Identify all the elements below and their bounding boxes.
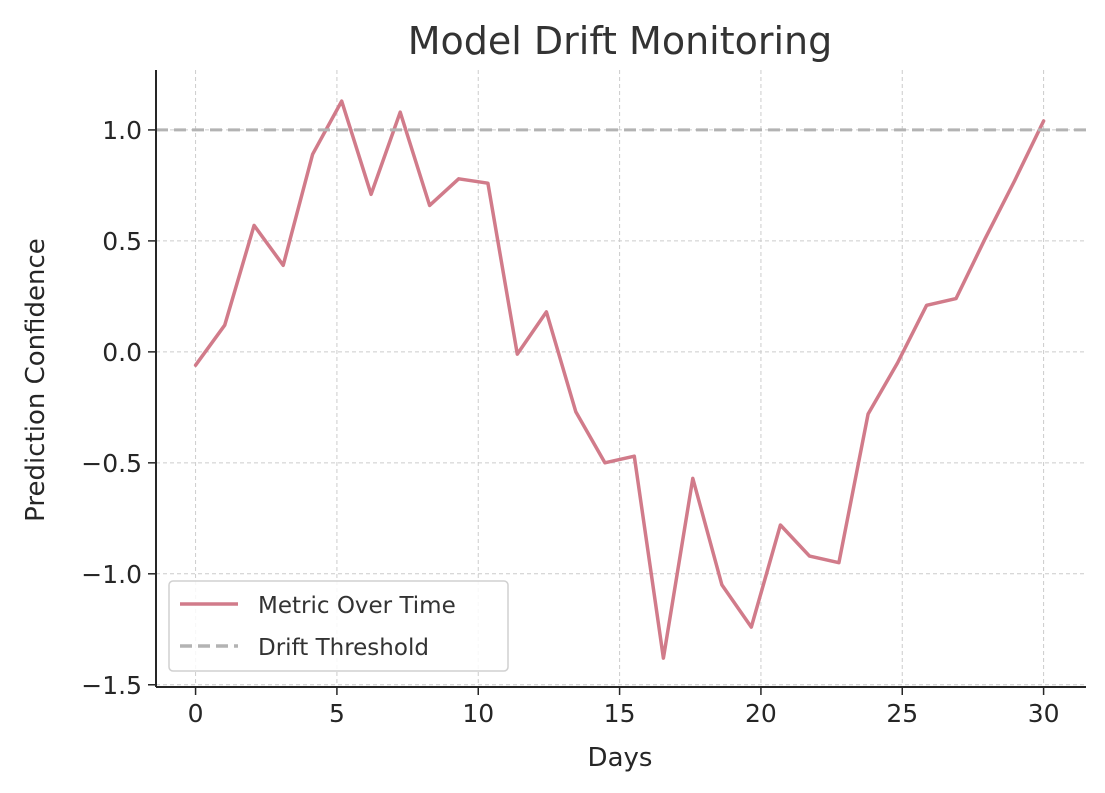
axes <box>155 70 1086 688</box>
legend: Metric Over Time Drift Threshold <box>168 580 509 672</box>
y-tick-label: −1.0 <box>81 560 142 589</box>
x-tick-label: 25 <box>886 699 918 728</box>
y-axis-label: Prediction Confidence <box>21 238 51 522</box>
x-tick-label: 10 <box>462 699 494 728</box>
x-tick-label: 5 <box>329 699 345 728</box>
legend-label-metric: Metric Over Time <box>258 593 456 619</box>
y-tick-label: 1.0 <box>102 116 142 145</box>
y-tick-label: −0.5 <box>81 449 142 478</box>
x-tick-label: 20 <box>745 699 777 728</box>
x-tick-label: 0 <box>188 699 204 728</box>
x-tick-label: 30 <box>1028 699 1060 728</box>
plot-lines <box>156 99 1086 660</box>
x-axis-label: Days <box>588 743 653 773</box>
y-tick-label: 0.0 <box>102 338 142 367</box>
x-tick-label: 15 <box>604 699 636 728</box>
legend-box <box>168 580 509 672</box>
chart-title: Model Drift Monitoring <box>408 19 833 63</box>
metric-line <box>193 99 1046 660</box>
ticks: 0 5 10 15 20 25 30 1.0 0.5 0.0 −0.5 −1.0 −1.5 <box>81 116 1059 728</box>
y-tick-label: −1.5 <box>81 671 142 700</box>
y-tick-label: 0.5 <box>102 227 142 256</box>
legend-label-threshold: Drift Threshold <box>258 635 429 661</box>
